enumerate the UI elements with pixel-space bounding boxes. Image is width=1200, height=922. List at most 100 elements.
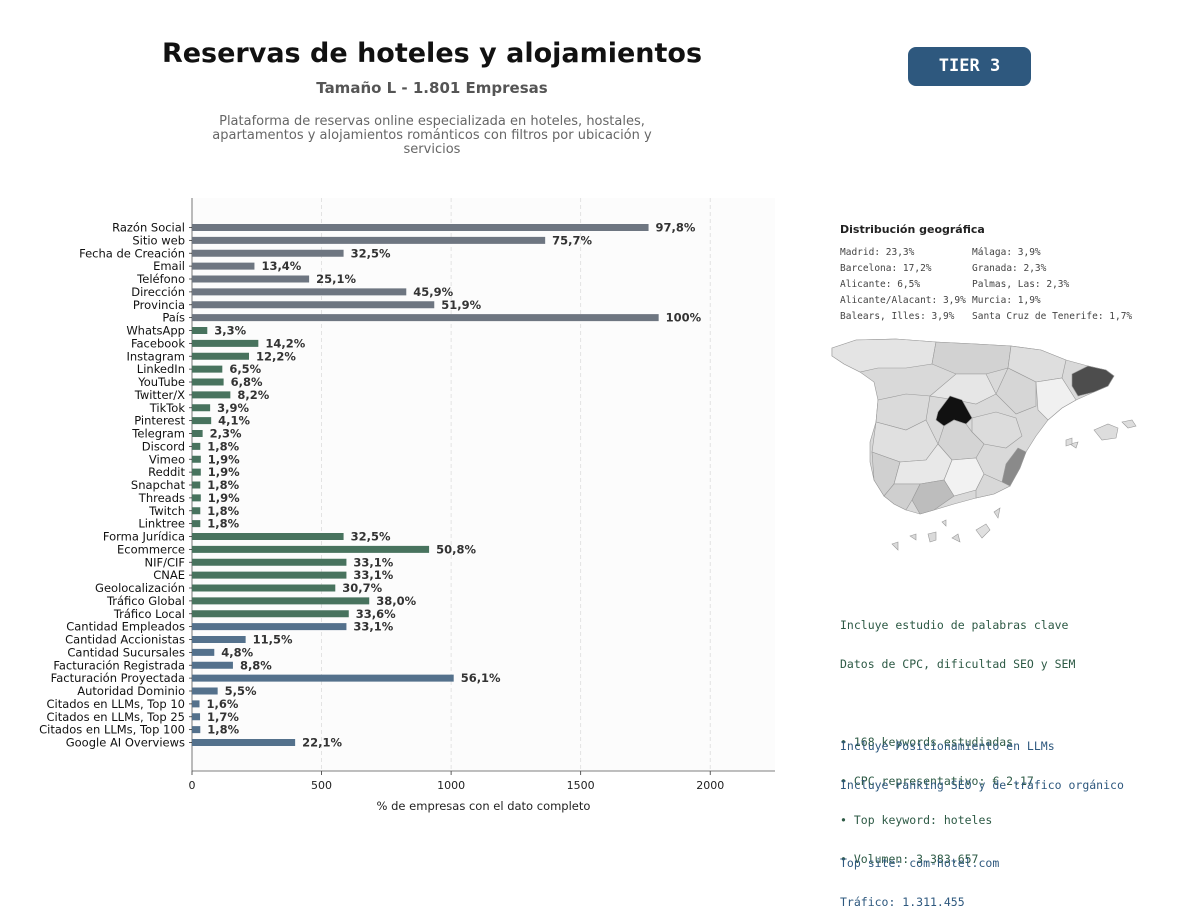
value-label: 3,9%	[217, 401, 249, 415]
bar	[192, 468, 201, 476]
top-site: Top site: com-hotel.com	[840, 856, 1000, 870]
value-label: 1,8%	[207, 723, 239, 737]
bar	[192, 507, 201, 515]
value-label: 2,3%	[210, 427, 242, 441]
bar	[192, 739, 296, 746]
bar	[192, 623, 347, 631]
value-label: 6,5%	[229, 362, 261, 376]
bar	[192, 275, 310, 283]
bar	[192, 713, 201, 721]
category-label: Facturación Registrada	[53, 658, 185, 672]
value-label: 100%	[666, 311, 702, 325]
category-label: Pinterest	[134, 414, 185, 428]
category-label: Twitter/X	[134, 388, 185, 402]
bar	[192, 687, 218, 695]
keyword-spacer	[840, 697, 1075, 710]
category-label: NIF/CIF	[144, 555, 185, 569]
value-label: 22,1%	[302, 736, 342, 750]
bar	[192, 288, 407, 296]
category-label: Provincia	[133, 298, 185, 312]
category-label: Threads	[138, 491, 185, 505]
x-tick-label: 2000	[696, 779, 724, 792]
bar	[192, 391, 231, 399]
value-label: 33,1%	[353, 555, 393, 569]
category-label: Tráfico Global	[106, 594, 185, 608]
category-label: CNAE	[153, 568, 185, 582]
bar	[192, 249, 344, 257]
tier-badge: TIER 3	[908, 47, 1031, 86]
bar	[192, 597, 370, 605]
value-label: 1,9%	[208, 491, 240, 505]
x-axis-label: % de empresas con el dato completo	[377, 799, 591, 813]
region-shape	[931, 341, 1012, 375]
value-label: 33,6%	[356, 607, 396, 621]
keyword-line: Datos de CPC, dificultad SEO y SEM	[840, 657, 1076, 671]
spain-province-map	[831, 338, 1137, 551]
canary-islands	[891, 541, 899, 551]
geo-item: Santa Cruz de Tenerife: 1,7%	[972, 311, 1133, 322]
category-label: Cantidad Empleados	[66, 620, 185, 634]
value-label: 1,8%	[207, 504, 239, 518]
value-label: 97,8%	[656, 221, 696, 235]
x-tick-label: 1000	[437, 779, 465, 792]
category-label: Cantidad Sucursales	[67, 645, 185, 659]
geo-item: Alicante/Alacant: 3,9%	[840, 295, 966, 306]
keyword-line: Incluye estudio de palabras clave	[840, 618, 1069, 632]
canary-islands	[951, 533, 961, 543]
category-label: Telegram	[131, 427, 185, 441]
bar	[192, 404, 211, 412]
region-shape	[883, 483, 921, 511]
bar	[192, 520, 201, 528]
category-label: LinkedIn	[137, 362, 185, 376]
value-label: 1,8%	[207, 439, 239, 453]
category-label: Tráfico Local	[113, 607, 185, 621]
value-label: 1,7%	[207, 710, 239, 724]
value-label: 8,2%	[237, 388, 269, 402]
canary-islands	[927, 531, 937, 543]
value-label: 33,1%	[353, 568, 393, 582]
llm-line: Incluye ranking SEO y de tráfico orgánic…	[840, 778, 1124, 792]
sector-description: Plataforma de reservas online especializ…	[212, 114, 652, 157]
category-label: Teléfono	[136, 272, 185, 286]
value-label: 33,1%	[353, 620, 393, 634]
bar	[192, 327, 208, 334]
value-label: 12,2%	[256, 349, 296, 363]
value-label: 32,5%	[351, 530, 391, 544]
bar	[192, 378, 224, 386]
value-label: 56,1%	[461, 671, 501, 685]
bar	[192, 661, 233, 669]
value-label: 32,5%	[351, 246, 391, 260]
category-label: Facturación Proyectada	[51, 671, 185, 685]
geo-item: Granada: 2,3%	[972, 263, 1047, 274]
value-label: 4,8%	[221, 645, 253, 659]
category-label: Fecha de Creación	[79, 246, 185, 260]
bar	[192, 571, 347, 579]
region-shape	[975, 473, 1011, 499]
bar	[192, 224, 649, 231]
value-label: 3,3%	[214, 324, 246, 338]
value-label: 14,2%	[265, 336, 305, 350]
keyword-study-block: Incluye estudio de palabras clave Datos …	[840, 593, 1075, 879]
balearic-islands	[1121, 419, 1137, 429]
value-label: 51,9%	[441, 298, 481, 312]
category-label: TikTok	[149, 401, 186, 415]
value-label: 1,6%	[207, 697, 239, 711]
bar	[192, 314, 659, 322]
llm-spacer	[840, 818, 1124, 831]
region-shape	[1035, 377, 1077, 421]
category-label: YouTube	[137, 375, 185, 389]
value-label: 1,9%	[208, 452, 240, 466]
bar	[192, 700, 200, 708]
llm-line: Incluye Posicionamiento en LLMs	[840, 739, 1055, 753]
x-tick-label: 0	[189, 779, 196, 792]
category-label: Forma Jurídica	[103, 530, 185, 544]
top-site-traffic: Tráfico: 1.311.455	[840, 895, 965, 909]
value-label: 50,8%	[436, 542, 476, 556]
category-label: Citados en LLMs, Top 100	[39, 723, 185, 737]
bar	[192, 455, 201, 463]
canary-islands	[993, 507, 1001, 519]
category-label: Dirección	[131, 285, 185, 299]
balearic-islands	[1065, 437, 1073, 447]
barcelona-province	[1071, 365, 1115, 397]
value-label: 13,4%	[261, 259, 301, 273]
